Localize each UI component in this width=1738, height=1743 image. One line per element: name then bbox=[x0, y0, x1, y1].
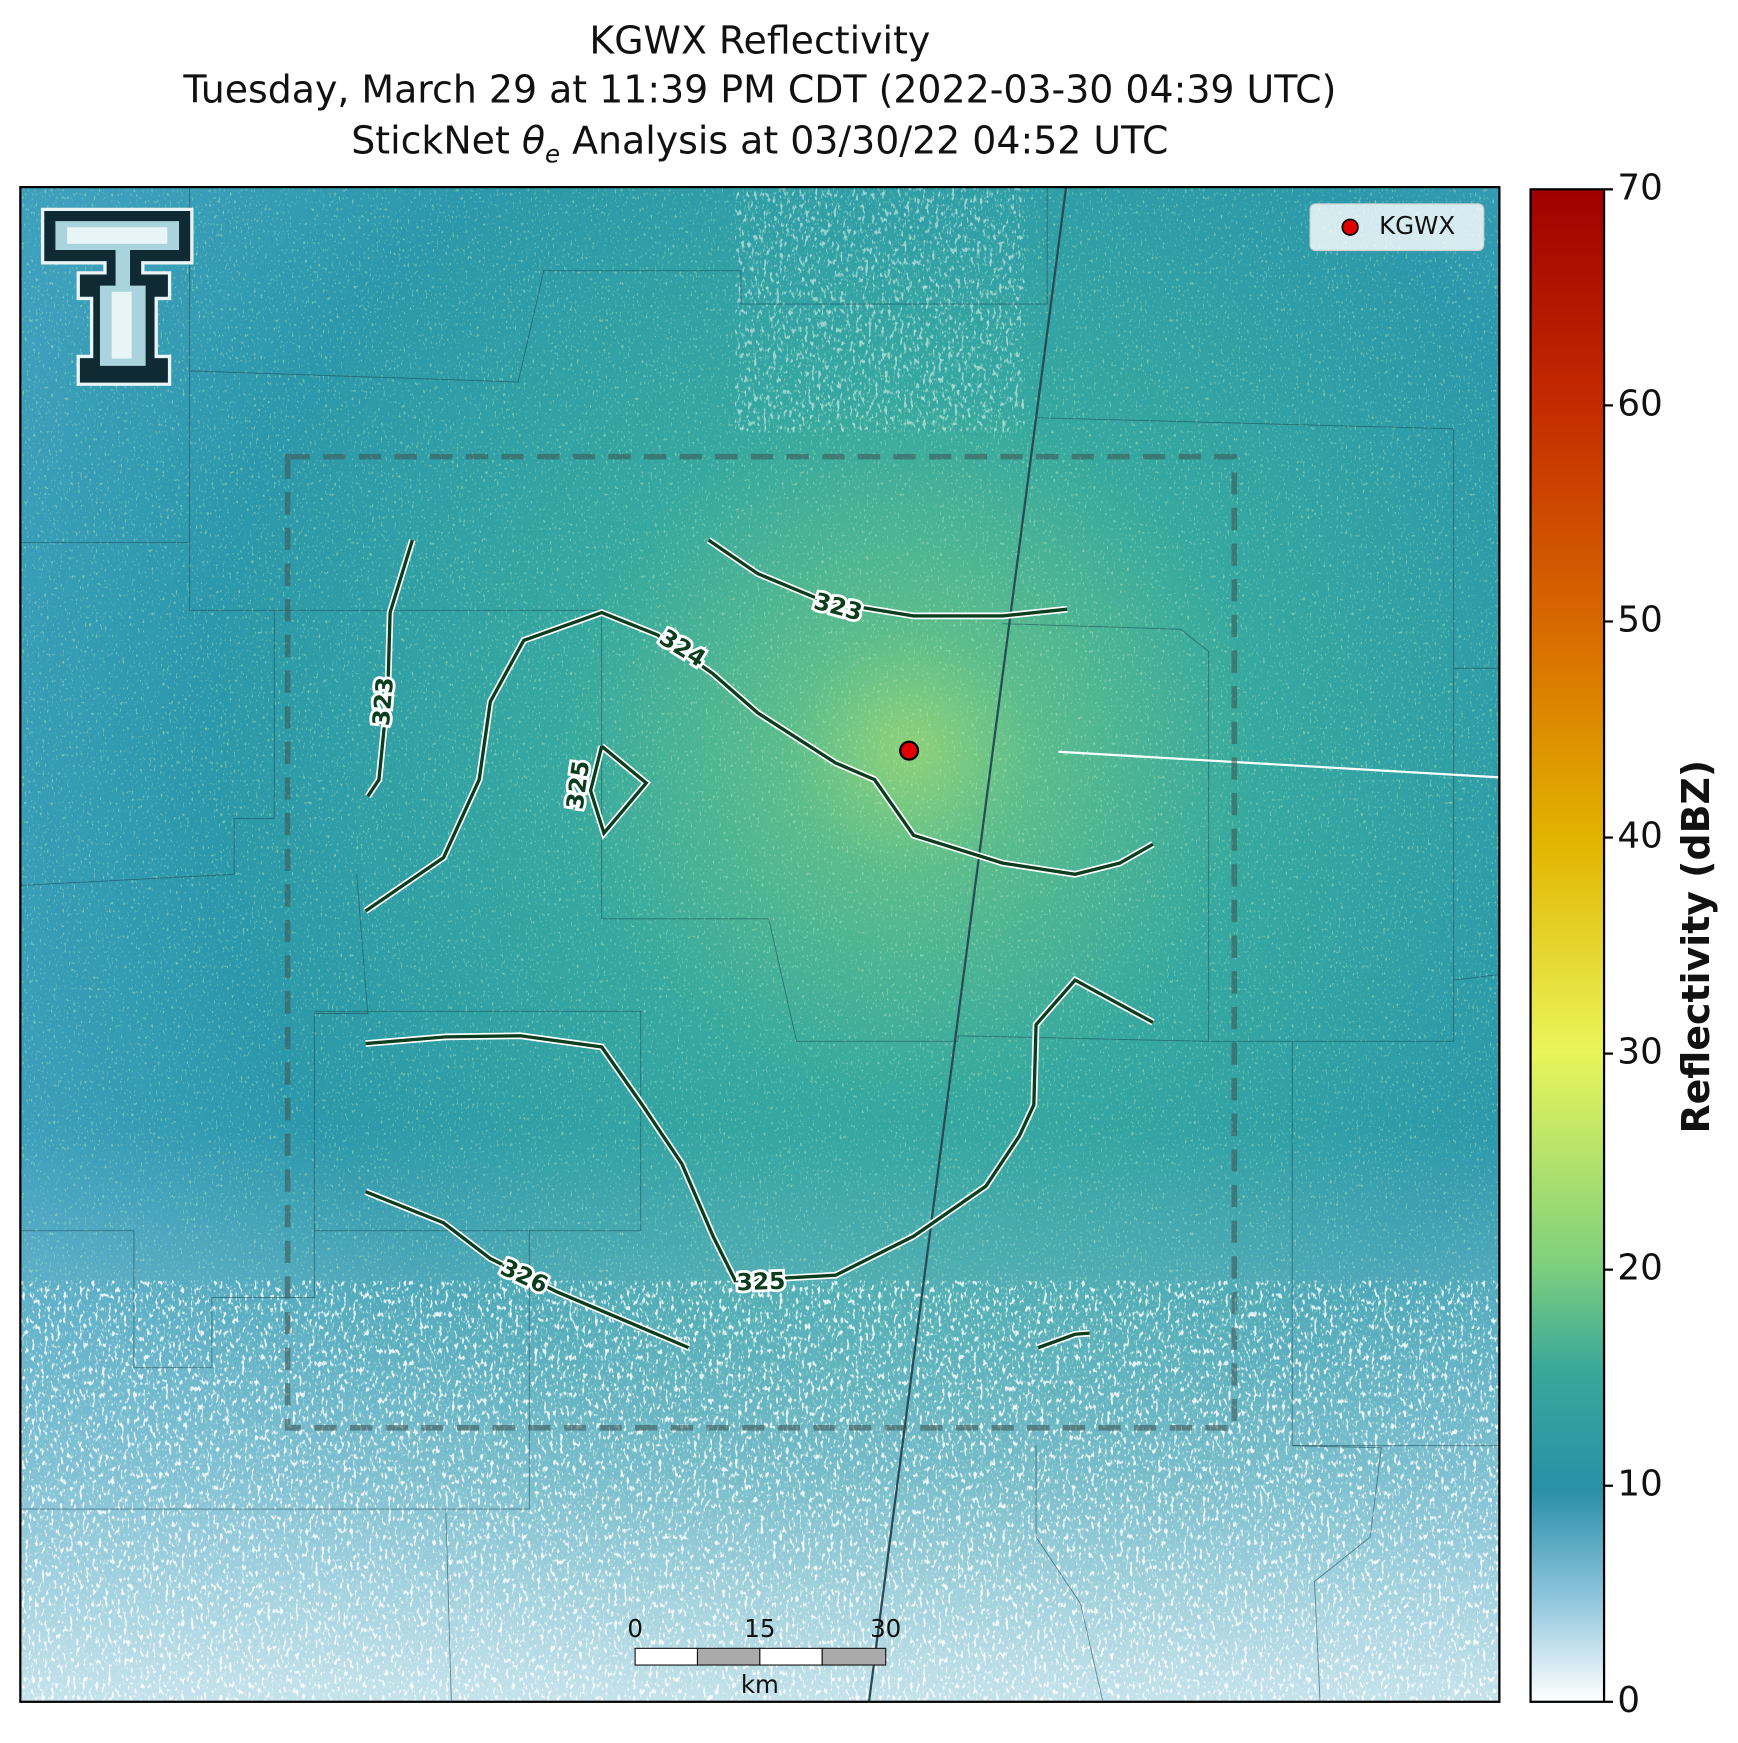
contour-label: 323 bbox=[367, 676, 399, 727]
colorbar-tick-label: 20 bbox=[1617, 1248, 1662, 1289]
title-subscript: e bbox=[545, 140, 560, 169]
radar-clutter bbox=[735, 187, 1025, 433]
title-symbol: θ bbox=[522, 119, 545, 163]
colorbar-tick-label: 40 bbox=[1617, 816, 1662, 857]
legend: KGWX bbox=[1309, 203, 1485, 252]
road bbox=[867, 187, 1068, 1702]
colorbar-tick-label: 70 bbox=[1617, 167, 1662, 208]
scale-unit: km bbox=[741, 1670, 779, 1699]
legend-label: KGWX bbox=[1379, 211, 1455, 240]
map-frame bbox=[19, 185, 1501, 1703]
radar-clutter bbox=[20, 1280, 1500, 1702]
colorbar-tick-label: 0 bbox=[1617, 1680, 1640, 1721]
colorbar: Reflectivity (dBZ) 0 10 20 30 40 50 60 70 bbox=[1529, 167, 1718, 1721]
colorbar-tick-label: 30 bbox=[1617, 1032, 1662, 1073]
scale-tick: 0 bbox=[627, 1614, 643, 1643]
title-text: Analysis at 03/30/22 04:52 UTC bbox=[560, 119, 1168, 163]
logo bbox=[40, 207, 194, 386]
colorbar-ramp bbox=[1529, 188, 1606, 1703]
legend-marker bbox=[1341, 218, 1359, 236]
colorbar-tick-label: 60 bbox=[1617, 383, 1662, 424]
county-lines bbox=[20, 187, 1500, 1702]
radar-spike bbox=[1058, 750, 1500, 779]
scale-tick: 15 bbox=[744, 1614, 775, 1643]
analysis-domain bbox=[284, 453, 1238, 1431]
colorbar-label: Reflectivity (dBZ) bbox=[1674, 760, 1718, 1134]
title-line3: StickNet θe Analysis at 03/30/22 04:52 U… bbox=[351, 119, 1168, 169]
contour-label: 325 bbox=[736, 1267, 786, 1297]
scale-bar: 0 15 30 km bbox=[627, 1614, 901, 1699]
title-line2: Tuesday, March 29 at 11:39 PM CDT (2022-… bbox=[182, 67, 1336, 111]
colorbar-tick-label: 10 bbox=[1617, 1464, 1662, 1505]
title-line1: KGWX Reflectivity bbox=[589, 18, 930, 62]
legend-box bbox=[1309, 203, 1485, 252]
colorbar-tick-label: 50 bbox=[1617, 599, 1662, 640]
map: 323 323 324 325 325 326 KGWX 0 15 30 k bbox=[20, 187, 1500, 1702]
title-text: StickNet bbox=[351, 119, 522, 163]
radar-site bbox=[899, 740, 920, 761]
scale-tick: 30 bbox=[870, 1614, 901, 1643]
